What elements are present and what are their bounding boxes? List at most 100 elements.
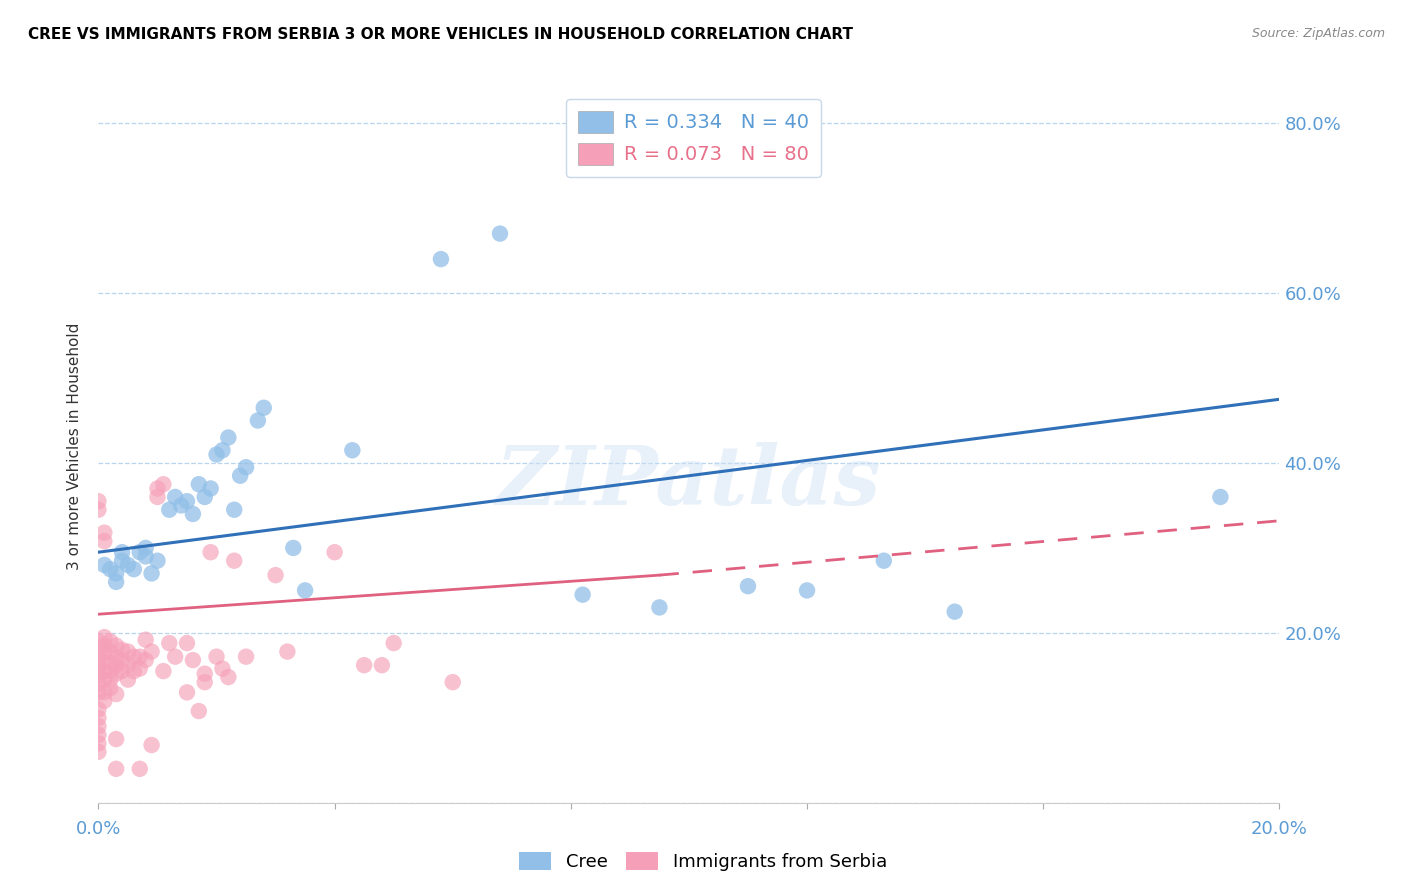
- Y-axis label: 3 or more Vehicles in Household: 3 or more Vehicles in Household: [67, 322, 83, 570]
- Point: [141, 738, 163, 752]
- Point: [93, 647, 115, 661]
- Point: [128, 649, 150, 664]
- Point: [371, 658, 394, 673]
- Point: [157, 502, 180, 516]
- Point: [205, 649, 228, 664]
- Point: [87, 494, 110, 508]
- Point: [229, 468, 252, 483]
- Point: [217, 670, 239, 684]
- Point: [93, 639, 115, 653]
- Point: [135, 653, 157, 667]
- Point: [194, 666, 217, 681]
- Point: [87, 634, 110, 648]
- Point: [111, 643, 134, 657]
- Point: [117, 644, 139, 658]
- Point: [105, 649, 128, 664]
- Point: [176, 685, 198, 699]
- Legend: R = 0.334   N = 40, R = 0.073   N = 80: R = 0.334 N = 40, R = 0.073 N = 80: [567, 99, 821, 177]
- Point: [111, 653, 134, 667]
- Point: [224, 502, 246, 516]
- Point: [253, 401, 276, 415]
- Point: [98, 562, 121, 576]
- Point: [93, 685, 115, 699]
- Point: [194, 490, 217, 504]
- Point: [87, 677, 110, 691]
- Point: [181, 653, 204, 667]
- Point: [165, 490, 187, 504]
- Point: [87, 643, 110, 657]
- Point: [211, 662, 233, 676]
- Point: [489, 227, 512, 241]
- Point: [122, 649, 145, 664]
- Point: [105, 687, 128, 701]
- Point: [98, 644, 121, 658]
- Point: [430, 252, 453, 266]
- Point: [122, 562, 145, 576]
- Point: [105, 666, 128, 681]
- Point: [187, 477, 209, 491]
- Point: [943, 605, 966, 619]
- Point: [111, 554, 134, 568]
- Point: [200, 545, 222, 559]
- Point: [135, 632, 157, 647]
- Legend: Cree, Immigrants from Serbia: Cree, Immigrants from Serbia: [512, 845, 894, 879]
- Point: [105, 639, 128, 653]
- Point: [157, 636, 180, 650]
- Point: [276, 644, 298, 658]
- Point: [441, 675, 464, 690]
- Point: [128, 762, 150, 776]
- Point: [181, 507, 204, 521]
- Point: [571, 588, 593, 602]
- Point: [176, 494, 198, 508]
- Point: [264, 568, 287, 582]
- Point: [93, 673, 115, 687]
- Point: [93, 525, 115, 540]
- Text: ZIPatlas: ZIPatlas: [496, 442, 882, 522]
- Point: [98, 673, 121, 687]
- Point: [128, 545, 150, 559]
- Point: [105, 574, 128, 589]
- Point: [187, 704, 209, 718]
- Point: [117, 658, 139, 673]
- Point: [165, 649, 187, 664]
- Text: 20.0%: 20.0%: [1251, 820, 1308, 838]
- Point: [648, 600, 671, 615]
- Point: [152, 477, 174, 491]
- Point: [93, 694, 115, 708]
- Point: [93, 656, 115, 670]
- Point: [353, 658, 375, 673]
- Point: [235, 460, 257, 475]
- Point: [98, 664, 121, 678]
- Text: CREE VS IMMIGRANTS FROM SERBIA 3 OR MORE VEHICLES IN HOUSEHOLD CORRELATION CHART: CREE VS IMMIGRANTS FROM SERBIA 3 OR MORE…: [28, 27, 853, 42]
- Point: [111, 664, 134, 678]
- Point: [87, 728, 110, 742]
- Point: [105, 658, 128, 673]
- Point: [141, 644, 163, 658]
- Point: [217, 430, 239, 444]
- Point: [87, 719, 110, 733]
- Point: [323, 545, 346, 559]
- Point: [294, 583, 316, 598]
- Point: [146, 554, 169, 568]
- Point: [141, 566, 163, 581]
- Point: [117, 673, 139, 687]
- Point: [382, 636, 405, 650]
- Point: [170, 499, 193, 513]
- Point: [194, 675, 217, 690]
- Point: [117, 558, 139, 572]
- Text: 0.0%: 0.0%: [76, 820, 121, 838]
- Point: [146, 482, 169, 496]
- Point: [93, 558, 115, 572]
- Point: [87, 702, 110, 716]
- Point: [87, 668, 110, 682]
- Point: [135, 541, 157, 555]
- Point: [246, 413, 269, 427]
- Point: [98, 681, 121, 695]
- Point: [342, 443, 364, 458]
- Point: [796, 583, 818, 598]
- Point: [111, 545, 134, 559]
- Point: [176, 636, 198, 650]
- Point: [205, 448, 228, 462]
- Point: [152, 664, 174, 678]
- Point: [87, 685, 110, 699]
